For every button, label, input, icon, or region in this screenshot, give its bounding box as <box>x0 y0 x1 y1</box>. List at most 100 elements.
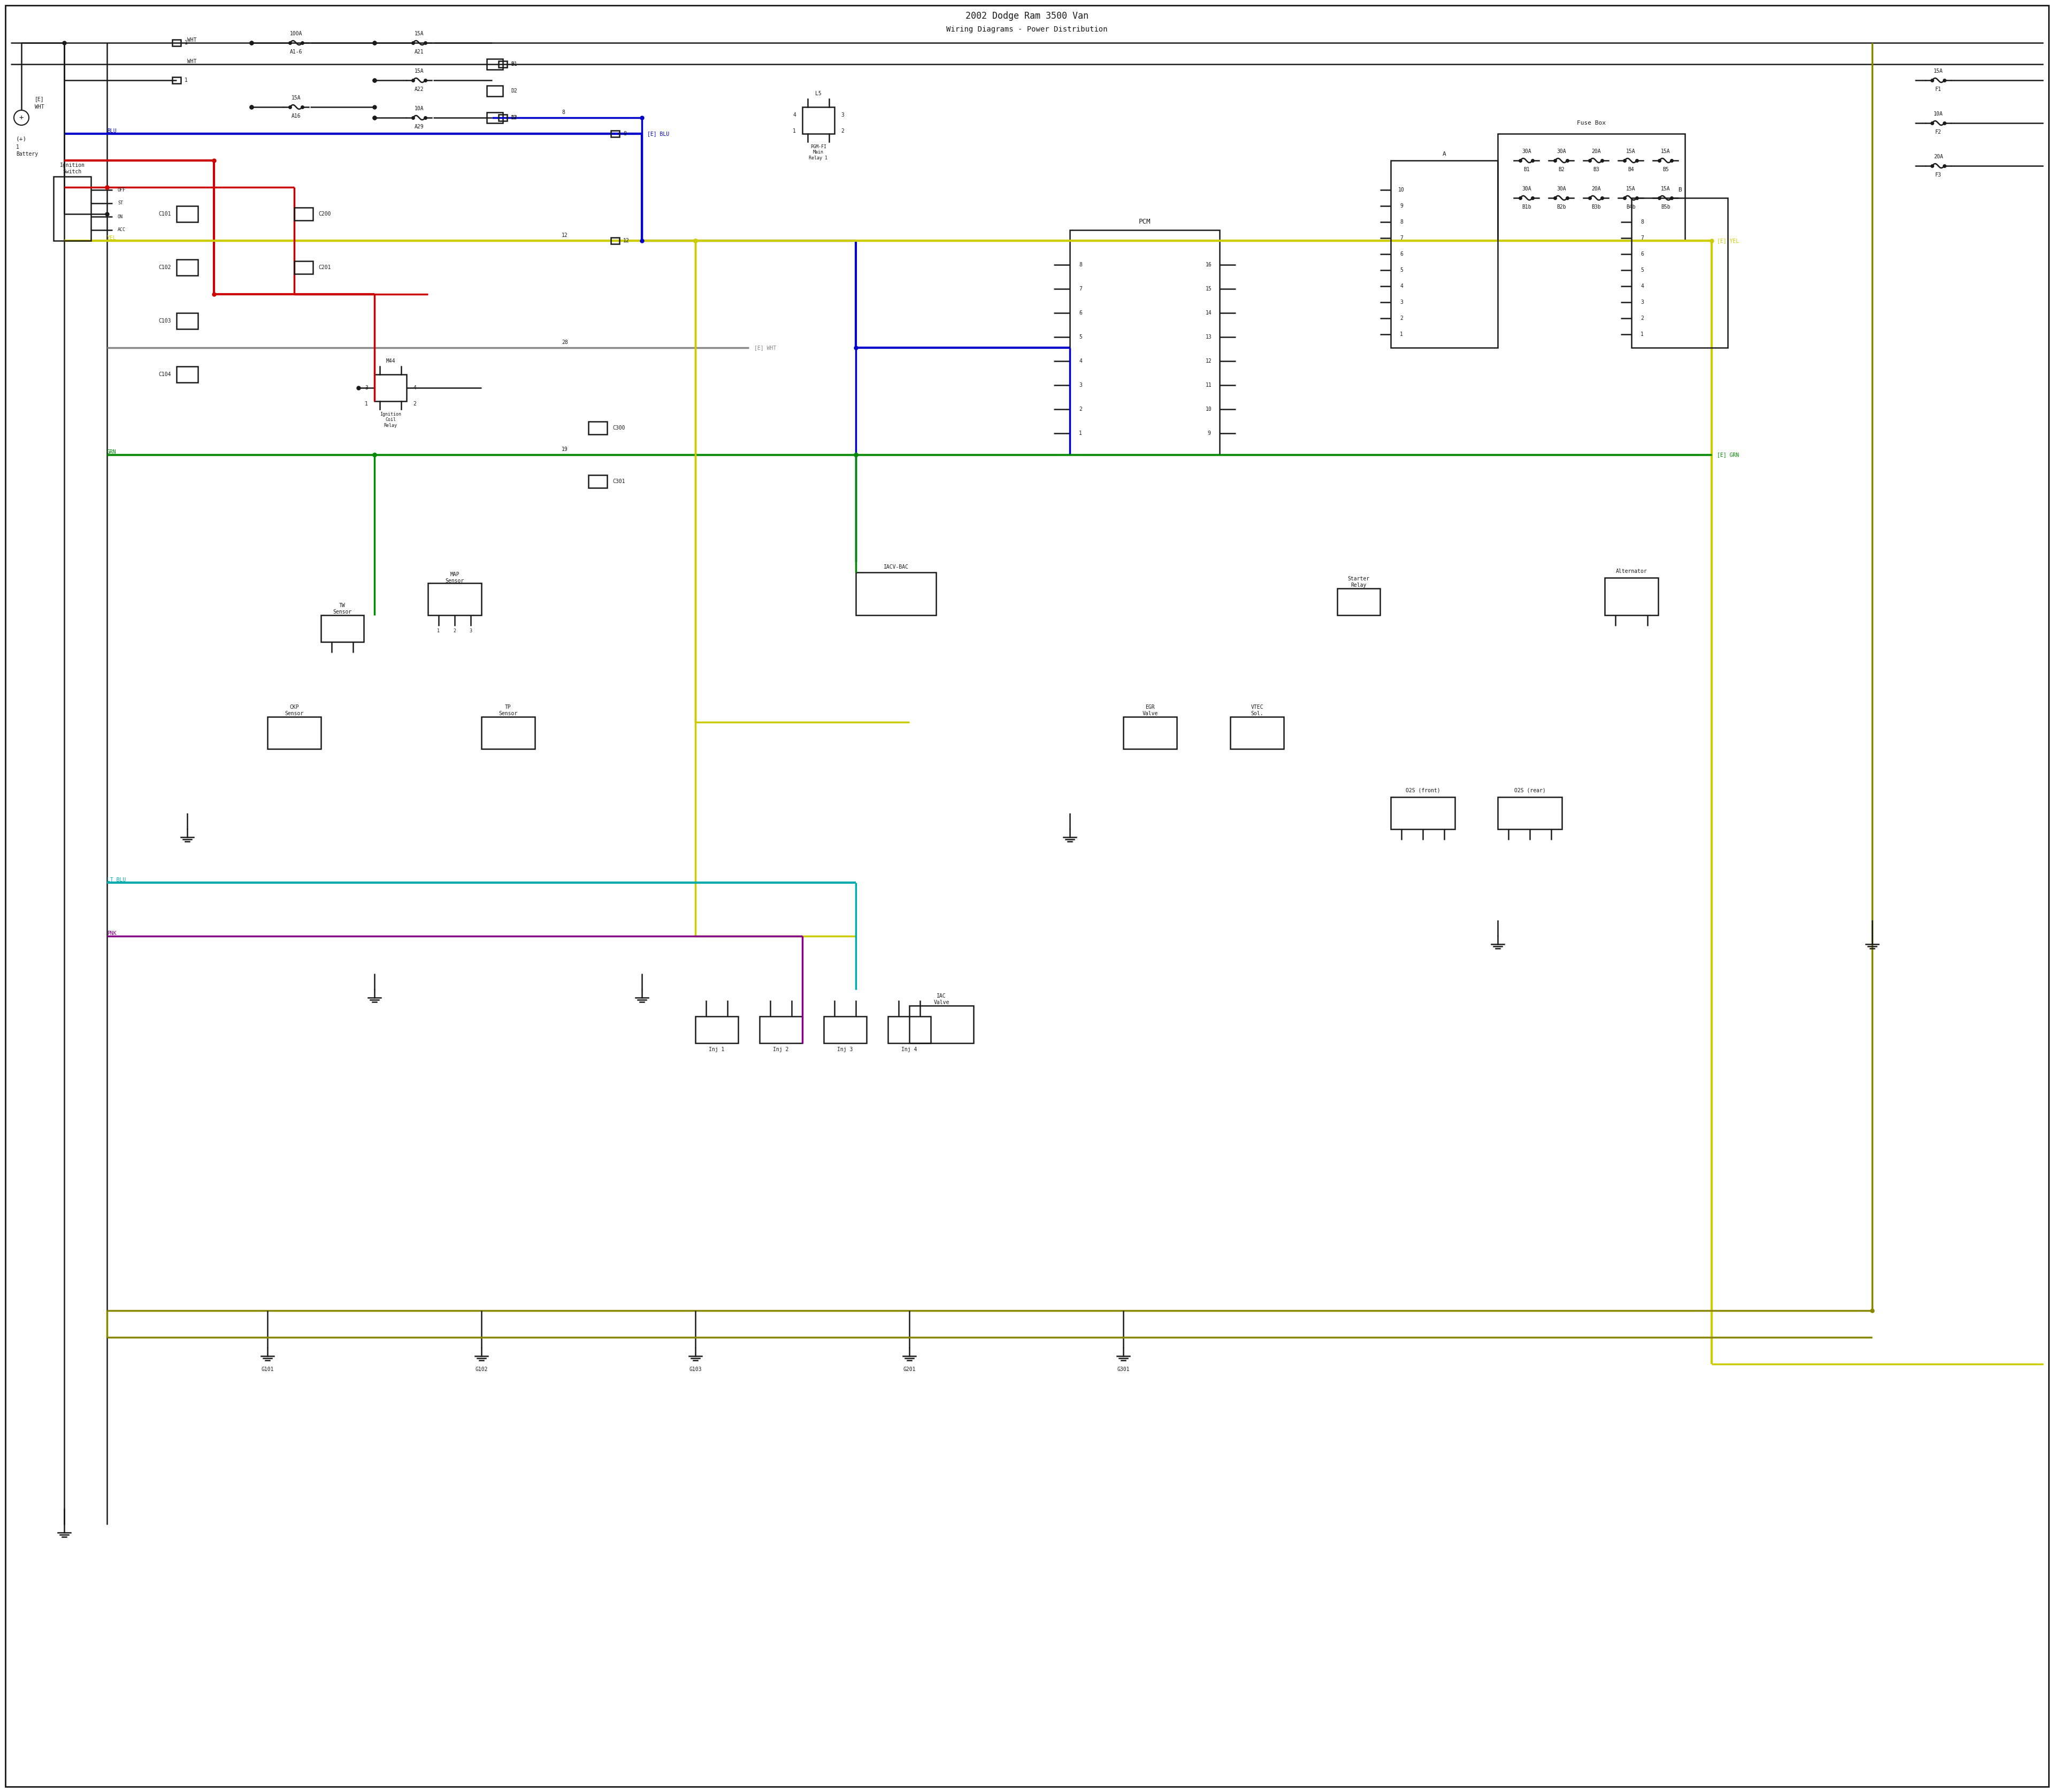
Text: 4: 4 <box>1401 283 1403 289</box>
Text: Wiring Diagrams - Power Distribution: Wiring Diagrams - Power Distribution <box>947 25 1107 34</box>
Text: IACV-BAC: IACV-BAC <box>883 564 908 570</box>
Text: 15A: 15A <box>415 30 423 36</box>
Text: CKP
Sensor: CKP Sensor <box>286 704 304 717</box>
Text: 6: 6 <box>1401 251 1403 256</box>
Bar <box>487 86 503 97</box>
Text: [E]: [E] <box>35 97 45 102</box>
Bar <box>1391 797 1454 830</box>
Text: 15: 15 <box>1206 287 1212 292</box>
Text: 7: 7 <box>1641 235 1643 240</box>
Bar <box>320 615 364 642</box>
Bar <box>587 475 608 487</box>
Text: 15A: 15A <box>1627 186 1635 192</box>
Text: 9: 9 <box>1401 202 1403 208</box>
Bar <box>910 1005 974 1043</box>
Bar <box>857 572 937 615</box>
Text: Inj 1: Inj 1 <box>709 1047 725 1052</box>
Text: B2b: B2b <box>1557 204 1565 210</box>
Text: YEL: YEL <box>107 235 117 240</box>
Text: Inj 4: Inj 4 <box>902 1047 918 1052</box>
Text: PNK: PNK <box>107 930 117 935</box>
Text: 5: 5 <box>1078 335 1082 340</box>
Text: 30A: 30A <box>1522 149 1532 154</box>
Text: 30A: 30A <box>1522 186 1532 192</box>
Text: PGM-FI
Main
Relay 1: PGM-FI Main Relay 1 <box>809 145 828 159</box>
Text: [E] GRN: [E] GRN <box>1717 452 1740 457</box>
Text: C103: C103 <box>158 319 170 324</box>
Text: Inj 2: Inj 2 <box>772 1047 789 1052</box>
Text: 20A: 20A <box>1592 149 1600 154</box>
Bar <box>1070 229 1220 455</box>
Text: 20A: 20A <box>1592 186 1600 192</box>
Text: Starter
Relay: Starter Relay <box>1347 577 1370 588</box>
Bar <box>487 113 503 124</box>
Text: 9: 9 <box>1208 430 1210 435</box>
Bar <box>499 115 507 120</box>
Text: 19: 19 <box>561 446 567 452</box>
Text: TP
Sensor: TP Sensor <box>499 704 518 717</box>
Bar <box>294 262 312 274</box>
Text: A16: A16 <box>292 113 302 118</box>
Text: 2: 2 <box>454 629 456 634</box>
Text: Ignition
Coil
Relay: Ignition Coil Relay <box>380 412 401 428</box>
Bar <box>824 1016 867 1043</box>
Text: WHT: WHT <box>35 104 45 109</box>
Text: C301: C301 <box>612 478 624 484</box>
Text: 3: 3 <box>840 113 844 118</box>
Text: 8: 8 <box>622 131 626 136</box>
Text: C300: C300 <box>612 425 624 430</box>
Bar <box>1230 717 1284 749</box>
Text: GRN: GRN <box>107 450 117 455</box>
Text: G101: G101 <box>261 1367 273 1373</box>
Text: F3: F3 <box>1935 172 1941 177</box>
Text: F2: F2 <box>1935 129 1941 134</box>
Text: IAC
Valve: IAC Valve <box>935 993 949 1005</box>
Bar <box>610 238 620 244</box>
Text: 6: 6 <box>1078 310 1082 315</box>
Text: BLU: BLU <box>107 129 117 134</box>
Text: A29: A29 <box>415 124 423 129</box>
Text: 8: 8 <box>511 61 514 66</box>
Text: A21: A21 <box>415 48 423 54</box>
Text: C200: C200 <box>318 211 331 217</box>
Text: ACC: ACC <box>117 228 125 233</box>
Text: WHT: WHT <box>187 59 197 65</box>
Text: 15A: 15A <box>1933 68 1943 73</box>
Bar <box>481 717 534 749</box>
Bar <box>1391 161 1497 348</box>
Bar <box>587 421 608 434</box>
Text: 1: 1 <box>1078 430 1082 435</box>
Text: 6: 6 <box>1641 251 1643 256</box>
Text: Ignition
Switch: Ignition Switch <box>60 163 84 174</box>
Text: 100A: 100A <box>290 30 302 36</box>
Text: Alternator: Alternator <box>1616 568 1647 573</box>
Text: 8: 8 <box>1078 262 1082 267</box>
Text: (+): (+) <box>16 136 27 142</box>
Bar <box>696 1016 737 1043</box>
Text: TW
Sensor: TW Sensor <box>333 602 351 615</box>
Text: 3: 3 <box>470 629 472 634</box>
Text: [E] WHT: [E] WHT <box>754 346 776 351</box>
Text: 2: 2 <box>840 129 844 134</box>
Bar <box>1631 197 1727 348</box>
Text: G201: G201 <box>904 1367 916 1373</box>
Text: F1: F1 <box>1935 86 1941 91</box>
Text: O2S (rear): O2S (rear) <box>1514 788 1545 794</box>
Text: MAP
Sensor: MAP Sensor <box>446 572 464 584</box>
Text: A1-6: A1-6 <box>290 48 302 54</box>
Text: Battery: Battery <box>16 151 39 156</box>
Text: 3: 3 <box>1078 382 1082 387</box>
Text: 3: 3 <box>366 385 368 391</box>
Bar <box>53 177 90 240</box>
Text: 12: 12 <box>511 115 518 120</box>
Bar <box>1337 588 1380 615</box>
Text: 1: 1 <box>438 629 440 634</box>
Text: 7: 7 <box>1401 235 1403 240</box>
Text: B4: B4 <box>1627 167 1635 172</box>
Text: 3: 3 <box>1641 299 1643 305</box>
Bar <box>173 39 181 47</box>
Text: 1: 1 <box>185 77 187 82</box>
Text: G301: G301 <box>1117 1367 1130 1373</box>
Text: 5: 5 <box>1641 267 1643 272</box>
Text: G103: G103 <box>688 1367 702 1373</box>
